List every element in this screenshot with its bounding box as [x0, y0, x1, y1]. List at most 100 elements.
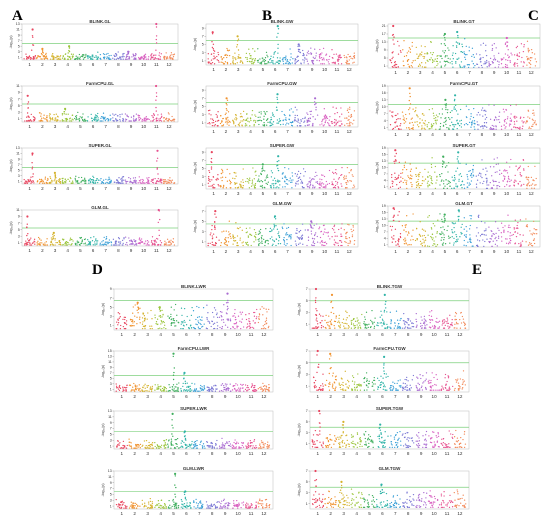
snp-point [30, 237, 32, 239]
snp-point [473, 56, 475, 58]
snp-point [127, 180, 129, 183]
snp-point [146, 386, 148, 389]
snp-point [221, 58, 223, 61]
snp-point [139, 307, 141, 309]
snp-point [353, 184, 355, 186]
snp-point [203, 386, 205, 388]
snp-point [279, 184, 281, 186]
snp-point [281, 177, 284, 179]
snp-point [259, 62, 261, 65]
snp-point [259, 231, 261, 234]
snp-point [265, 228, 267, 230]
snp-point [433, 240, 435, 242]
snp-point [402, 118, 404, 121]
snp-point [416, 228, 418, 230]
snp-point [516, 126, 519, 129]
snp-point [265, 182, 267, 185]
snp-point [440, 43, 442, 45]
chromosome-label: 11 [335, 249, 340, 254]
snp-point [278, 235, 281, 237]
snp-point [166, 120, 168, 122]
snp-point [196, 323, 198, 326]
snp-point [177, 386, 179, 389]
snp-point [82, 179, 84, 181]
snp-point [298, 45, 301, 47]
snp-point [108, 241, 110, 244]
chromosome-label: 2 [407, 132, 410, 137]
snp-point [143, 182, 145, 184]
snp-point [396, 125, 398, 127]
snp-point [277, 179, 279, 181]
snp-point [458, 124, 461, 127]
snp-point [349, 242, 351, 244]
snp-point [210, 53, 213, 55]
snp-point [411, 117, 413, 119]
snp-point [214, 57, 216, 60]
snp-point [67, 242, 69, 244]
snp-point [323, 63, 325, 65]
snp-point [340, 120, 342, 122]
snp-point [445, 123, 447, 126]
snp-point [485, 228, 487, 230]
snp-point [141, 118, 144, 121]
snp-point [259, 232, 261, 235]
snp-point [28, 57, 30, 60]
snp-point [293, 120, 296, 122]
snp-point [535, 184, 537, 186]
y-tick-label: 7 [384, 230, 386, 234]
snp-point [124, 318, 126, 321]
snp-point [351, 230, 353, 233]
snp-point [331, 183, 334, 185]
snp-point [199, 319, 202, 321]
snp-point [23, 178, 25, 181]
snp-point [325, 119, 327, 121]
snp-point [186, 386, 188, 388]
snp-point [165, 180, 167, 182]
snp-point [288, 61, 291, 64]
plot-title: FarmCPU.GL [86, 81, 114, 86]
snp-point [26, 243, 28, 245]
snp-point [405, 127, 408, 129]
snp-point [266, 63, 268, 65]
snp-point [33, 182, 35, 184]
snp-point [155, 26, 158, 28]
snp-point [77, 241, 80, 243]
snp-point [210, 166, 213, 168]
snp-point [518, 55, 520, 58]
snp-point [415, 107, 417, 109]
snp-point [206, 318, 208, 320]
significant-snp [26, 94, 29, 97]
snp-point [260, 113, 262, 115]
snp-point [78, 176, 80, 179]
snp-point [431, 179, 433, 182]
snp-point [147, 178, 149, 180]
snp-point [157, 177, 159, 180]
chromosome-label: 6 [456, 191, 459, 196]
snp-point [246, 327, 248, 329]
snp-point [142, 321, 144, 323]
significant-snp [392, 207, 395, 210]
snp-point [500, 172, 503, 175]
snp-point [468, 182, 470, 184]
y-tick-label: 11 [16, 28, 20, 32]
snp-point [312, 62, 314, 64]
snp-point [220, 177, 222, 179]
snp-point [262, 124, 264, 126]
snp-point [404, 161, 407, 163]
snp-point [144, 242, 146, 244]
snp-point [416, 57, 419, 60]
snp-point [287, 61, 289, 63]
snp-point [185, 324, 188, 326]
snp-point [28, 242, 31, 244]
snp-point [496, 245, 498, 247]
snp-point [319, 242, 321, 244]
y-tick-label: 13 [382, 98, 386, 102]
snp-point [237, 124, 240, 126]
snp-point [449, 185, 451, 187]
snp-point [115, 383, 117, 385]
snp-point [276, 96, 278, 99]
snp-point [217, 174, 219, 176]
snp-point [520, 185, 522, 187]
snp-point [508, 125, 511, 127]
